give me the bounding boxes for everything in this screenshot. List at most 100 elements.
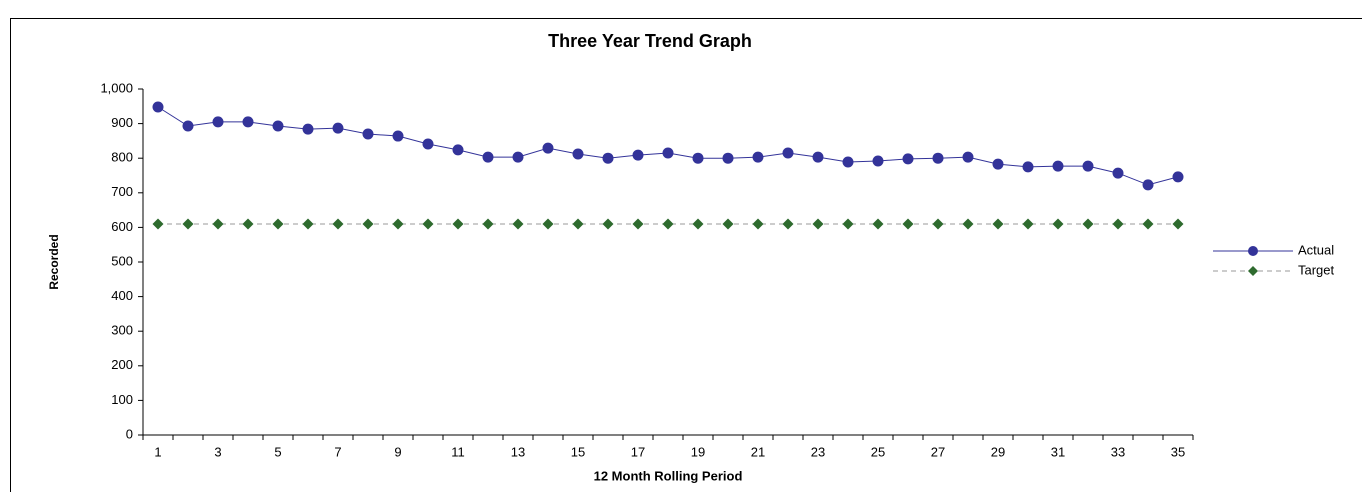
circle-marker bbox=[422, 138, 434, 150]
circle-marker bbox=[932, 152, 944, 164]
diamond-marker bbox=[1022, 218, 1034, 230]
diamond-marker bbox=[692, 218, 704, 230]
circle-marker bbox=[392, 130, 404, 142]
diamond-marker bbox=[182, 218, 194, 230]
circle-marker bbox=[512, 151, 524, 163]
circle-marker bbox=[572, 148, 584, 160]
circle-marker bbox=[632, 149, 644, 161]
x-tick-label: 35 bbox=[1171, 444, 1185, 459]
x-tick-label: 33 bbox=[1111, 444, 1125, 459]
chart-title: Three Year Trend Graph bbox=[548, 31, 752, 51]
circle-marker bbox=[332, 122, 344, 134]
circle-marker bbox=[902, 153, 914, 165]
diamond-marker bbox=[1142, 218, 1154, 230]
y-axis-title: Recorded bbox=[47, 234, 61, 289]
chart-frame bbox=[10, 18, 1362, 492]
x-tick-label: 5 bbox=[274, 444, 281, 459]
y-tick-label: 0 bbox=[126, 426, 133, 441]
diamond-marker bbox=[662, 218, 674, 230]
x-tick-label: 3 bbox=[214, 444, 221, 459]
diamond-marker bbox=[872, 218, 884, 230]
y-tick-label: 900 bbox=[111, 115, 133, 130]
x-tick-label: 21 bbox=[751, 444, 765, 459]
diamond-marker bbox=[482, 218, 494, 230]
circle-marker bbox=[182, 120, 194, 132]
diamond-marker bbox=[452, 218, 464, 230]
diamond-marker bbox=[722, 218, 734, 230]
circle-marker bbox=[302, 123, 314, 135]
diamond-marker bbox=[842, 218, 854, 230]
circle-marker bbox=[842, 156, 854, 168]
diamond-marker bbox=[362, 218, 374, 230]
x-tick-label: 9 bbox=[394, 444, 401, 459]
circle-marker bbox=[782, 147, 794, 159]
diamond-marker bbox=[152, 218, 164, 230]
x-tick-label: 25 bbox=[871, 444, 885, 459]
diamond-marker bbox=[992, 218, 1004, 230]
y-tick-label: 500 bbox=[111, 253, 133, 268]
x-tick-label: 11 bbox=[451, 444, 465, 459]
x-tick-label: 7 bbox=[334, 444, 341, 459]
diamond-marker bbox=[272, 218, 284, 230]
circle-marker bbox=[1052, 160, 1064, 172]
x-axis-title: 12 Month Rolling Period bbox=[594, 468, 743, 483]
circle-marker bbox=[482, 151, 494, 163]
x-tick-label: 17 bbox=[631, 444, 645, 459]
circle-marker bbox=[362, 128, 374, 140]
diamond-marker bbox=[392, 218, 404, 230]
circle-marker bbox=[152, 101, 164, 113]
circle-marker bbox=[1172, 171, 1184, 183]
x-tick-label: 15 bbox=[571, 444, 585, 459]
diamond-marker bbox=[512, 218, 524, 230]
diamond-marker bbox=[812, 218, 824, 230]
legend-label: Actual bbox=[1298, 242, 1334, 257]
diamond-marker bbox=[1112, 218, 1124, 230]
diamond-marker bbox=[1172, 218, 1184, 230]
x-tick-label: 19 bbox=[691, 444, 705, 459]
circle-marker bbox=[812, 151, 824, 163]
circle-marker bbox=[1082, 160, 1094, 172]
y-tick-label: 600 bbox=[111, 219, 133, 234]
diamond-marker bbox=[572, 218, 584, 230]
diamond-marker bbox=[1052, 218, 1064, 230]
y-tick-label: 100 bbox=[111, 392, 133, 407]
diamond-marker bbox=[302, 218, 314, 230]
diamond-marker bbox=[542, 218, 554, 230]
diamond-marker bbox=[422, 218, 434, 230]
x-tick-label: 1 bbox=[154, 444, 161, 459]
diamond-marker bbox=[932, 218, 944, 230]
x-tick-label: 31 bbox=[1051, 444, 1065, 459]
diamond-marker bbox=[902, 218, 914, 230]
x-tick-label: 29 bbox=[991, 444, 1005, 459]
diamond-marker bbox=[752, 218, 764, 230]
circle-marker bbox=[722, 152, 734, 164]
diamond-marker bbox=[1082, 218, 1094, 230]
circle-marker bbox=[1112, 167, 1124, 179]
diamond-marker bbox=[332, 218, 344, 230]
diamond-marker bbox=[962, 218, 974, 230]
circle-marker bbox=[452, 144, 464, 156]
legend-marker bbox=[1248, 246, 1258, 256]
circle-marker bbox=[992, 158, 1004, 170]
diamond-marker bbox=[242, 218, 254, 230]
diamond-marker bbox=[602, 218, 614, 230]
y-tick-label: 400 bbox=[111, 288, 133, 303]
legend-marker bbox=[1248, 266, 1258, 276]
y-tick-label: 200 bbox=[111, 357, 133, 372]
y-tick-label: 300 bbox=[111, 323, 133, 338]
circle-marker bbox=[872, 155, 884, 167]
circle-marker bbox=[962, 151, 974, 163]
circle-marker bbox=[692, 152, 704, 164]
circle-marker bbox=[242, 116, 254, 128]
x-tick-label: 27 bbox=[931, 444, 945, 459]
y-tick-label: 1,000 bbox=[100, 80, 133, 95]
x-tick-label: 13 bbox=[511, 444, 525, 459]
diamond-marker bbox=[212, 218, 224, 230]
circle-marker bbox=[542, 142, 554, 154]
diamond-marker bbox=[782, 218, 794, 230]
diamond-marker bbox=[632, 218, 644, 230]
circle-marker bbox=[272, 120, 284, 132]
circle-marker bbox=[752, 151, 764, 163]
